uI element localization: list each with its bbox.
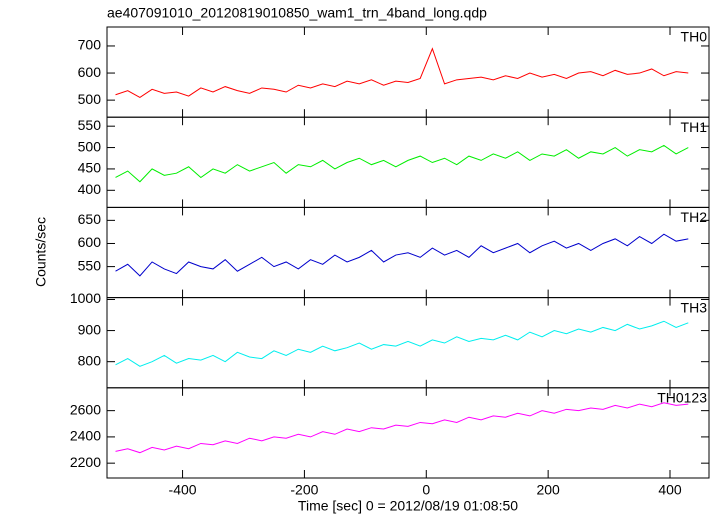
chart-title: ae407091010_20120819010850_wam1_trn_4ban… bbox=[107, 5, 487, 21]
panel-label: TH0 bbox=[681, 29, 708, 45]
y-axis-label: Counts/sec bbox=[33, 217, 49, 287]
data-line bbox=[115, 402, 689, 454]
y-tick-label: 500 bbox=[78, 138, 102, 154]
data-line bbox=[115, 233, 689, 277]
x-tick-label: -400 bbox=[169, 482, 197, 498]
y-tick-label: 450 bbox=[78, 160, 102, 176]
x-axis-label: Time [sec] 0 = 2012/08/19 01:08:50 bbox=[298, 498, 518, 514]
data-line bbox=[115, 320, 689, 367]
y-tick-label: 600 bbox=[78, 64, 102, 80]
y-tick-label: 650 bbox=[78, 211, 102, 227]
y-tick-label: 900 bbox=[78, 321, 102, 337]
panel-label: TH0123 bbox=[657, 390, 707, 406]
data-line bbox=[115, 47, 689, 99]
panel-frame bbox=[106, 116, 710, 208]
y-tick-label: 600 bbox=[78, 234, 102, 250]
y-tick-label: 2600 bbox=[70, 401, 101, 417]
data-line bbox=[115, 144, 689, 183]
y-tick-label: 2400 bbox=[70, 428, 101, 444]
y-tick-label: 1000 bbox=[70, 290, 101, 306]
panel-frame bbox=[106, 387, 710, 479]
panel-frame bbox=[106, 297, 710, 389]
x-tick-label: -200 bbox=[290, 482, 318, 498]
panel-frame bbox=[106, 26, 710, 118]
y-tick-label: 550 bbox=[78, 117, 102, 133]
panel-label: TH2 bbox=[681, 209, 708, 225]
x-tick-label: 400 bbox=[658, 482, 682, 498]
y-tick-label: 700 bbox=[78, 37, 102, 53]
panel-label: TH3 bbox=[681, 299, 708, 315]
y-tick-label: 500 bbox=[78, 91, 102, 107]
panel-label: TH1 bbox=[681, 119, 708, 135]
y-tick-label: 550 bbox=[78, 257, 102, 273]
y-tick-label: 2200 bbox=[70, 454, 101, 470]
x-tick-label: 0 bbox=[422, 482, 430, 498]
y-tick-label: 800 bbox=[78, 352, 102, 368]
x-tick-label: 200 bbox=[536, 482, 560, 498]
y-tick-label: 400 bbox=[78, 181, 102, 197]
